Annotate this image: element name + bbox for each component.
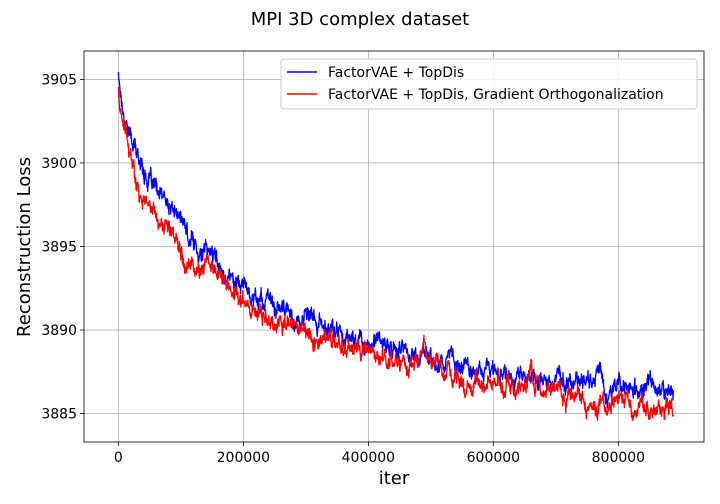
legend-label-gradient-orthogonalization: FactorVAE + TopDis, Gradient Orthogonali… [328,87,664,103]
y-tick-label: 3885 [41,407,77,423]
legend-label-factorvae-topdis: FactorVAE + TopDis [328,65,464,81]
x-axis-label: iter [379,468,410,489]
axis-ticks: 0 200000 400000 600000 800000 3885 3890 3895 390… [41,72,645,466]
x-tick-label: 400000 [342,450,395,466]
x-tick-label: 0 [114,450,123,466]
x-tick-label: 600000 [467,450,520,466]
x-tick-label: 200000 [217,450,270,466]
x-tick-label: 800000 [592,450,645,466]
grid-lines [84,51,704,442]
y-tick-label: 3895 [41,240,77,256]
series-line-gradient-orthogonalization [117,86,675,422]
legend: FactorVAE + TopDis FactorVAE + TopDis, G… [280,58,698,110]
chart-title: MPI 3D complex dataset [251,9,470,30]
series-line-factorvae-topdis [117,72,675,409]
plot-area [117,72,675,422]
y-tick-label: 3905 [41,72,77,88]
y-tick-label: 3900 [41,156,77,172]
legend-box [280,58,698,110]
y-axis-label: Reconstruction Loss [14,157,35,337]
y-tick-label: 3890 [41,323,77,339]
